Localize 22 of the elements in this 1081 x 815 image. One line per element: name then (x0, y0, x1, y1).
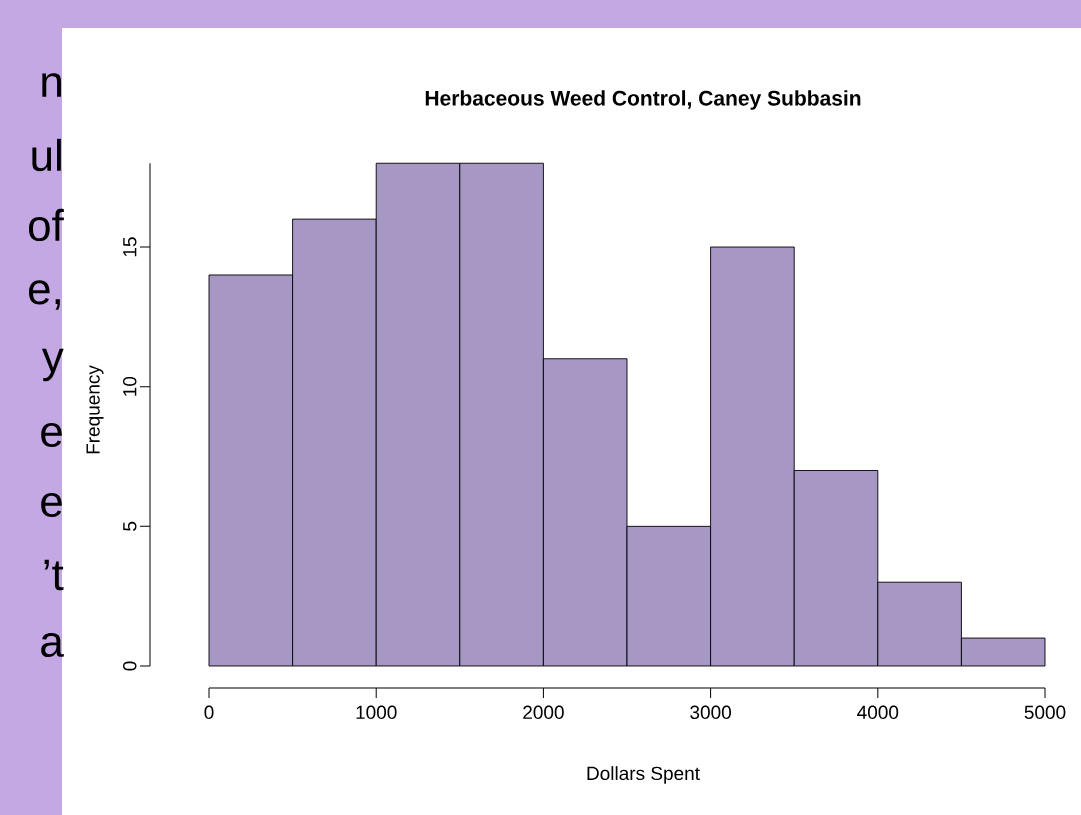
text: of (28, 208, 64, 242)
chart-title: Herbaceous Weed Control, Caney Subbasin (425, 90, 861, 110)
y-tick-label: 15 (123, 237, 137, 257)
text: ul (32, 138, 61, 172)
x-tick-label: 3000 (690, 705, 731, 720)
text: e (41, 492, 62, 518)
x-axis-title: Dollars Spent (587, 766, 700, 784)
x-tick-label: 4000 (857, 705, 899, 720)
y-tick-label: 10 (123, 376, 137, 396)
text: ’t (44, 559, 64, 591)
text: e, (28, 280, 60, 310)
y-axis-title: Frequency (86, 365, 104, 454)
y-tick-label: 0 (123, 661, 137, 671)
x-tick-label: 2000 (523, 705, 564, 720)
text: y (41, 348, 64, 382)
text: a (41, 632, 64, 658)
text: n (42, 73, 61, 97)
x-tick-label: 5000 (1024, 705, 1066, 720)
x-tick-label: 0 (204, 705, 214, 720)
y-tick-label: 5 (123, 521, 137, 531)
x-tick-label: 1000 (356, 705, 397, 720)
text: e (41, 422, 62, 448)
